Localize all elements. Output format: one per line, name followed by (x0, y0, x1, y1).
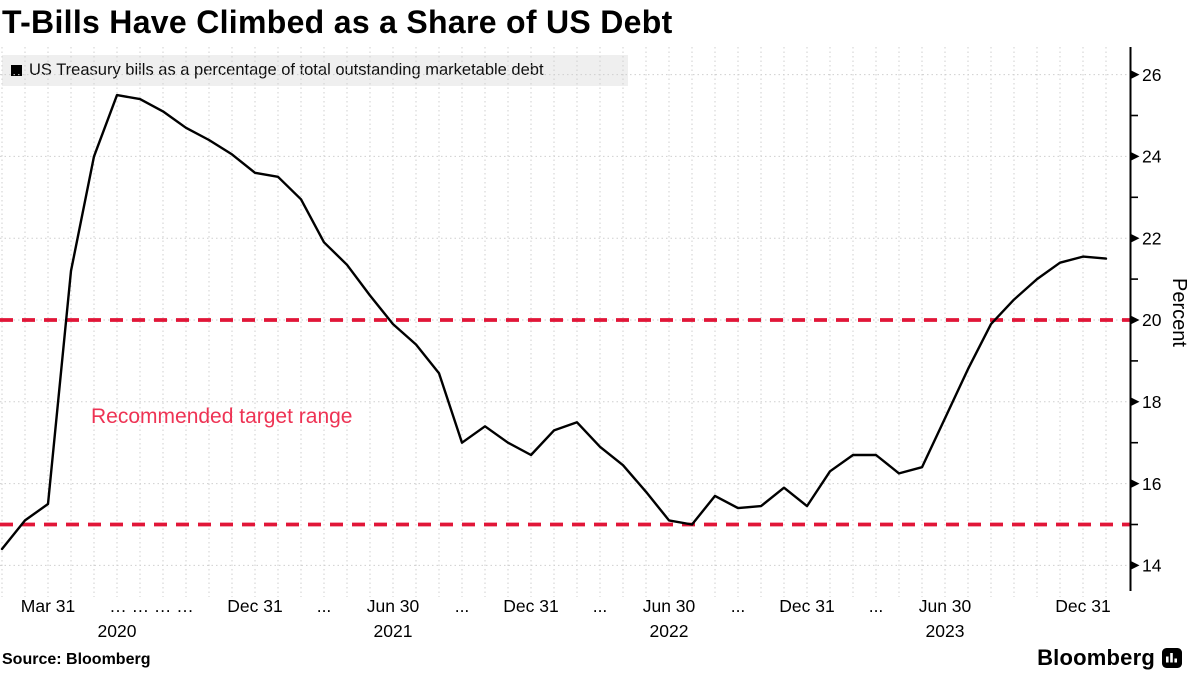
y-axis-major-tick (1130, 70, 1140, 80)
bloomberg-wordmark: Bloomberg (1037, 645, 1155, 670)
tbill-share-line (0, 93, 1108, 551)
x-axis-year-label: 2022 (650, 621, 689, 641)
x-axis-tick-label: ... (455, 596, 470, 616)
legend-swatch-icon (11, 65, 22, 76)
y-axis-title: Percent (1168, 278, 1190, 347)
x-axis-tick-label: Dec 31 (1055, 596, 1110, 616)
page-title: T-Bills Have Climbed as a Share of US De… (2, 4, 673, 40)
y-axis-major-tick (1130, 560, 1140, 570)
y-axis-major-tick (1130, 397, 1140, 407)
y-axis-major-tick (1130, 151, 1140, 161)
y-axis-tick-label: 14 (1142, 556, 1162, 576)
x-axis-tick-label: ... (317, 596, 332, 616)
x-axis-tick-label: ... (593, 596, 608, 616)
x-axis-tick-label: ... (731, 596, 746, 616)
y-axis-major-tick (1130, 315, 1140, 325)
y-axis-tick-label: 18 (1142, 392, 1161, 412)
x-axis-tick-label: … … … … (109, 596, 194, 616)
x-axis-tick-label: Jun 30 (643, 596, 696, 616)
source-note: Source: Bloomberg (2, 651, 151, 668)
y-axis-tick-label: 24 (1142, 147, 1162, 167)
bloomberg-logo: Bloomberg (1037, 645, 1182, 671)
x-axis-tick-label: Jun 30 (367, 596, 420, 616)
y-axis-tick-label: 22 (1142, 228, 1161, 248)
x-axis-year-label: 2023 (926, 621, 965, 641)
x-axis-tick-label: Dec 31 (227, 596, 282, 616)
bloomberg-terminal-icon (1162, 648, 1182, 668)
y-axis-major-tick (1130, 233, 1140, 243)
x-axis-year-label: 2021 (374, 621, 413, 641)
y-axis-tick-label: 20 (1142, 310, 1162, 330)
x-axis-tick-label: ... (869, 596, 884, 616)
target-range-annotation: Recommended target range (91, 405, 353, 428)
x-axis-year-label: 2020 (98, 621, 137, 641)
y-axis-tick-label: 26 (1142, 65, 1161, 85)
y-axis-major-tick (1130, 479, 1140, 489)
x-axis-tick-label: Dec 31 (503, 596, 558, 616)
x-axis-tick-label: Mar 31 (21, 596, 75, 616)
x-axis-tick-label: Dec 31 (779, 596, 834, 616)
x-axis-tick-label: Jun 30 (919, 596, 972, 616)
y-axis-tick-label: 16 (1142, 474, 1161, 494)
